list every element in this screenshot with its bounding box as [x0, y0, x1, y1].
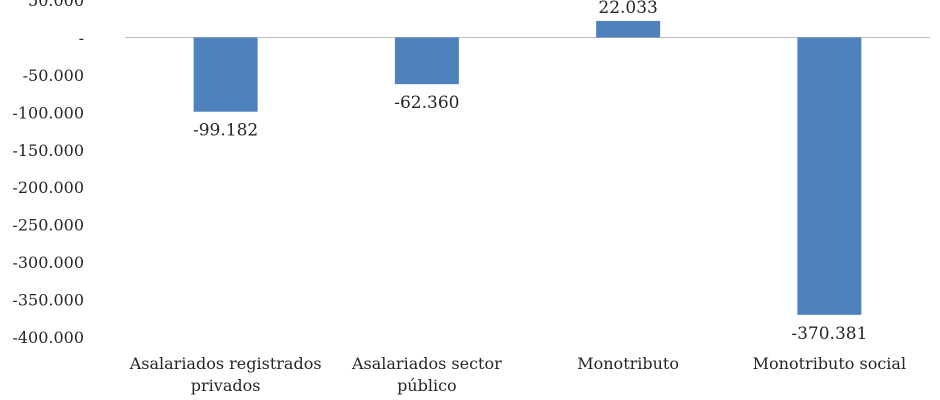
bar	[394, 37, 459, 85]
y-tick-label: -300.000	[12, 253, 84, 272]
y-tick-label: -200.000	[12, 178, 84, 197]
y-tick-label: -100.000	[12, 103, 84, 122]
y-tick-label: -250.000	[12, 216, 84, 235]
data-label: -99.182	[193, 121, 258, 141]
x-axis: Asalariados registrados privados Asalariad…	[129, 354, 906, 395]
category-label: Monotributo	[577, 354, 679, 373]
category-label: Asalariados registrados	[129, 354, 322, 373]
y-tick-label: 50.000	[28, 0, 84, 10]
y-tick-label: -	[79, 28, 84, 47]
bar	[193, 37, 258, 112]
bars	[193, 20, 862, 315]
category-label: Asalariados sector	[351, 354, 502, 373]
bar	[797, 37, 862, 315]
y-axis: 50.000 - -50.000 -100.000 -150.000 -200.000 -2…	[12, 0, 84, 347]
y-tick-label: -50.000	[23, 66, 84, 85]
category-label: público	[397, 376, 457, 395]
category-label: privados	[191, 376, 261, 395]
y-tick-label: -400.000	[12, 328, 84, 347]
data-label: -62.360	[394, 93, 459, 113]
category-label: Monotributo social	[753, 354, 906, 373]
y-tick-label: -150.000	[12, 141, 84, 160]
bar	[596, 20, 661, 38]
data-label: -370.381	[791, 324, 867, 344]
y-tick-label: -350.000	[12, 291, 84, 310]
data-labels: -99.182 -62.360 22.033 -370.381	[193, 0, 867, 344]
data-label: 22.033	[598, 0, 657, 18]
